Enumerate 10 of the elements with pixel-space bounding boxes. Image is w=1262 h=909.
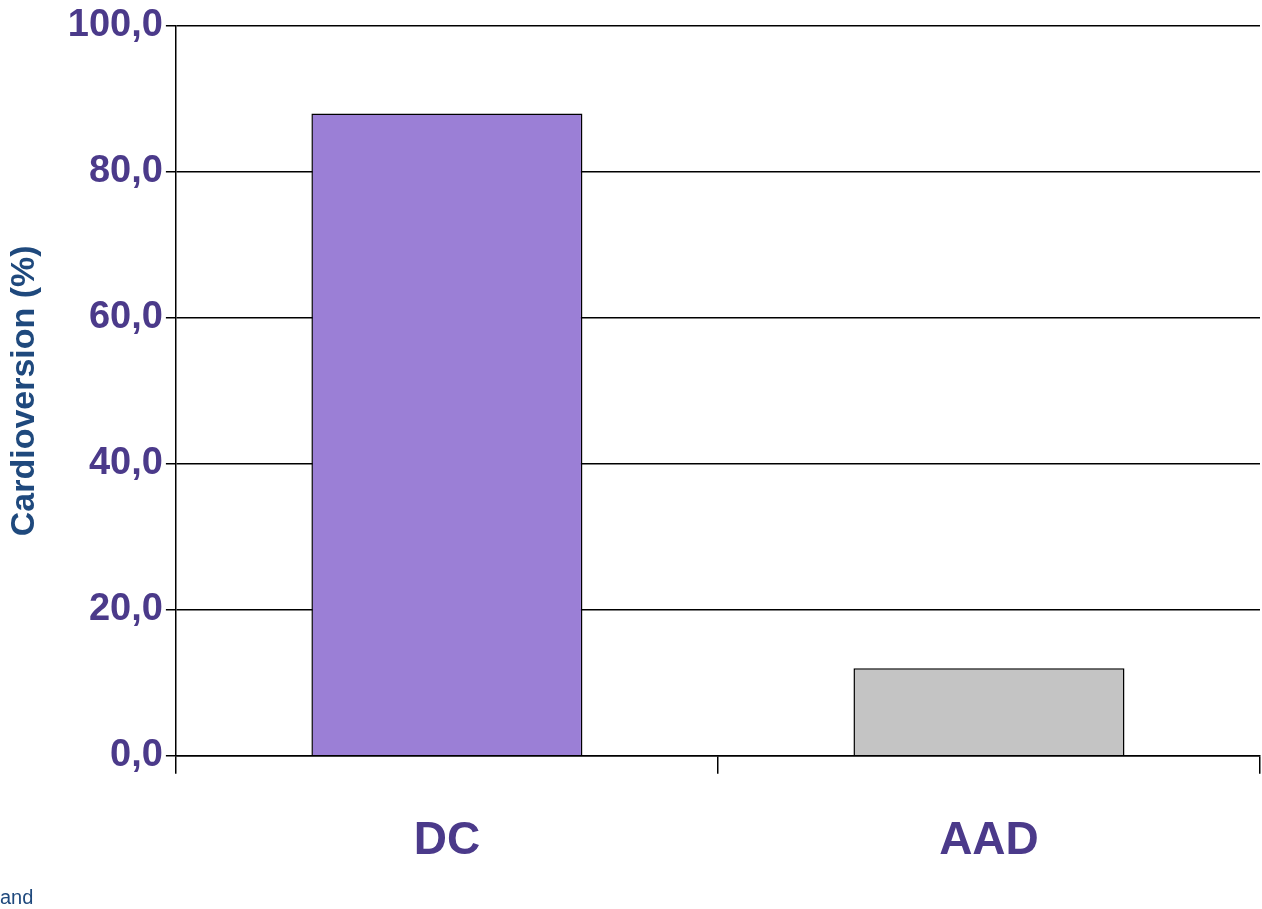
y-tick-label: 0,0 (110, 732, 163, 775)
text: and (0, 886, 34, 909)
y-tick-label: 40,0 (88, 440, 163, 483)
y-tick-label: 80,0 (88, 148, 163, 191)
y-tick-label: 100,0 (67, 2, 163, 45)
x-tick-label: DC (413, 812, 481, 865)
y-tick-label: 20,0 (88, 586, 163, 629)
y-tick-label: 60,0 (88, 294, 163, 337)
x-tick-label: AAD (939, 812, 1039, 865)
y-axis-title: Cardioversion (%) (2, 245, 41, 537)
